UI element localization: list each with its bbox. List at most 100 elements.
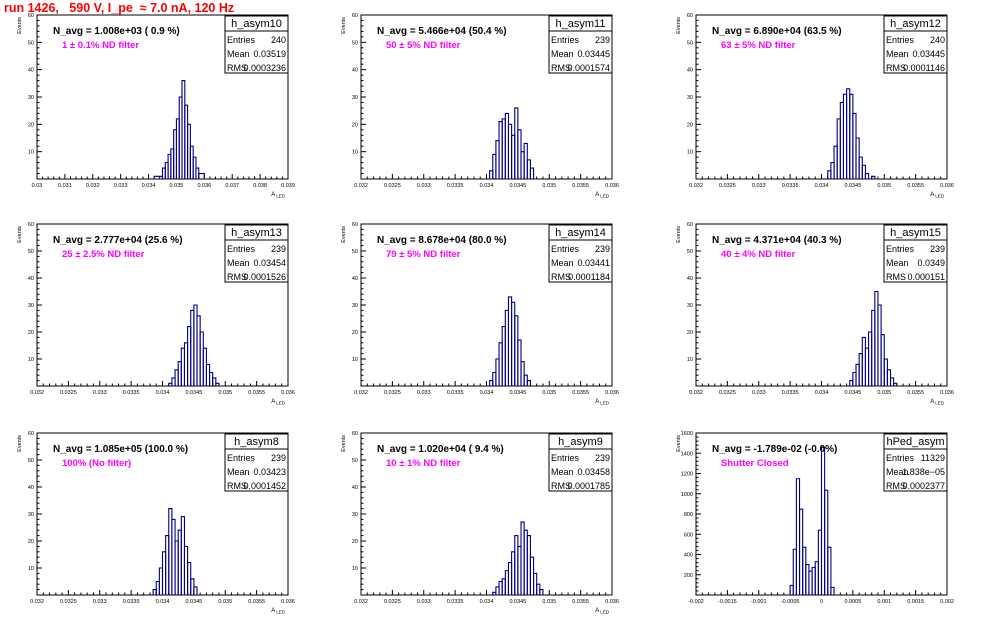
filter-label: 79 ± 5% ND filter (386, 249, 461, 260)
x-tick-label: 0.034 (142, 183, 156, 189)
x-tick-label: 0.034 (480, 183, 494, 189)
navg-label: N_avg = 4.371e+04 (40.3 %) (712, 235, 842, 246)
histogram-panel-h_asym9: 0.032 0.0325 0.033 0.0335 0.034 0.0345 0.035 0.… (341, 431, 619, 615)
x-tick-label: 0.036 (281, 599, 295, 605)
y-tick-label: 60 (352, 222, 358, 228)
histogram-bin (212, 377, 217, 386)
x-tick-label: 0.0345 (509, 183, 526, 189)
stats-rms-value: 0.0001526 (243, 272, 286, 282)
histogram-bin (193, 586, 198, 595)
x-tick-label: 0.0325 (384, 390, 401, 396)
x-tick-label: 0.036 (605, 390, 619, 396)
stats-mean-label: Mean (886, 467, 909, 477)
filter-label: 50 ± 5% ND filter (386, 40, 461, 51)
x-tick-label: 0.035 (542, 183, 556, 189)
x-tick-label: 0.035 (542, 390, 556, 396)
stats-box (548, 15, 613, 74)
y-tick-label: 400 (684, 553, 693, 559)
x-tick-label: -0.0015 (718, 599, 737, 605)
x-tick-label: 0.034 (815, 390, 829, 396)
x-tick-label: 0.033 (752, 183, 766, 189)
stats-entries-value: 239 (595, 453, 610, 463)
x-tick-label: 0.0335 (123, 599, 140, 605)
histogram-bin (889, 377, 895, 386)
stats-rms-value: 0.0001146 (903, 63, 945, 73)
stats-mean-label: Mean (227, 258, 250, 268)
x-tick-label: 0.036 (605, 599, 619, 605)
x-tick-label: 0.032 (689, 183, 703, 189)
y-tick-label: 50 (28, 40, 34, 46)
stats-box (548, 224, 613, 283)
y-axis-title: Events (17, 435, 23, 452)
y-tick-label: 50 (352, 458, 358, 464)
x-tick-label: 0.033 (114, 183, 128, 189)
y-tick-label: 50 (687, 40, 693, 46)
x-tick-label: 0.0005 (844, 599, 861, 605)
histogram-name: hPed_asym (886, 436, 944, 448)
y-tick-label: 40 (28, 276, 34, 282)
y-tick-label: 20 (352, 539, 358, 545)
stats-rms-label: RMS (551, 272, 571, 282)
stats-mean-value: 0.03454 (253, 258, 286, 268)
y-tick-label: 10 (687, 357, 693, 363)
stats-rms-label: RMS (551, 481, 571, 491)
x-tick-label: 0.0335 (447, 390, 464, 396)
stats-mean-value: 0.03458 (577, 467, 610, 477)
stats-mean-value: 0.03445 (912, 49, 945, 59)
y-tick-label: 30 (687, 95, 693, 101)
x-tick-label: 0.0325 (384, 599, 401, 605)
navg-label: N_avg = 2.777e+04 (25.6 %) (53, 235, 183, 246)
stats-mean-value: 0.03445 (577, 49, 610, 59)
filter-label: 25 ± 2.5% ND filter (62, 249, 145, 260)
histogram-name: h_asym13 (231, 227, 282, 239)
y-tick-label: 30 (28, 95, 34, 101)
histogram-bin (539, 589, 544, 595)
x-tick-label: 0.03 (32, 183, 43, 189)
y-tick-label: 60 (28, 13, 34, 19)
y-tick-label: 40 (687, 68, 693, 74)
y-axis-title: Events (341, 226, 347, 243)
histogram-panel-h_asym11: 0.032 0.0325 0.033 0.0335 0.034 0.0345 0.035 0.… (341, 13, 619, 199)
histogram-bin (526, 380, 531, 386)
stats-mean-label: Mean (551, 49, 574, 59)
y-tick-label: 60 (28, 222, 34, 228)
x-axis-title: ALED (595, 608, 610, 615)
x-tick-label: 0.032 (354, 599, 368, 605)
stats-rms-value: 0.0001452 (243, 481, 286, 491)
x-tick-label: 0.0355 (572, 599, 589, 605)
x-tick-label: 0.0345 (509, 599, 526, 605)
histogram-bin (861, 164, 866, 179)
x-tick-label: 0.0355 (907, 183, 924, 189)
histogram-name: h_asym14 (555, 227, 606, 239)
x-tick-label: 0.0325 (719, 390, 736, 396)
y-tick-label: 40 (352, 276, 358, 282)
y-tick-label: 50 (687, 249, 693, 255)
y-tick-label: 40 (28, 68, 34, 74)
y-tick-label: 20 (687, 330, 693, 336)
histogram-panel-h_asym13: 0.032 0.0325 0.033 0.0335 0.034 0.0345 0.035 0.… (17, 222, 295, 406)
stats-mean-value: 1.838e−05 (902, 467, 945, 477)
histogram-bin (824, 489, 829, 595)
stats-mean-label: Mean (551, 467, 574, 477)
x-axis-title: ALED (930, 192, 945, 199)
y-tick-label: 1000 (681, 492, 693, 498)
x-tick-label: 0.036 (197, 183, 211, 189)
y-axis-title: Events (676, 226, 682, 243)
y-tick-label: 20 (687, 122, 693, 128)
stats-entries-value: 239 (595, 35, 610, 45)
x-tick-label: 0.033 (417, 183, 431, 189)
stats-rms-label: RMS (886, 272, 906, 282)
y-tick-label: 30 (352, 512, 358, 518)
y-tick-label: 10 (28, 150, 34, 156)
stats-entries-value: 239 (271, 453, 286, 463)
navg-label: N_avg = 1.008e+03 ( 0.9 %) (53, 26, 180, 37)
y-tick-label: 40 (28, 485, 34, 491)
filter-label: 10 ± 1% ND filter (386, 458, 461, 469)
navg-label: N_avg = 8.678e+04 (80.0 %) (377, 235, 507, 246)
x-tick-label: 0.035 (877, 183, 891, 189)
x-tick-label: 0 (820, 599, 823, 605)
x-tick-label: 0.0345 (509, 390, 526, 396)
histogram-panel-h_asym10: 0.03 0.031 0.032 0.033 0.034 0.035 0.036 0.037 0… (17, 13, 295, 199)
stats-entries-value: 239 (930, 244, 945, 254)
